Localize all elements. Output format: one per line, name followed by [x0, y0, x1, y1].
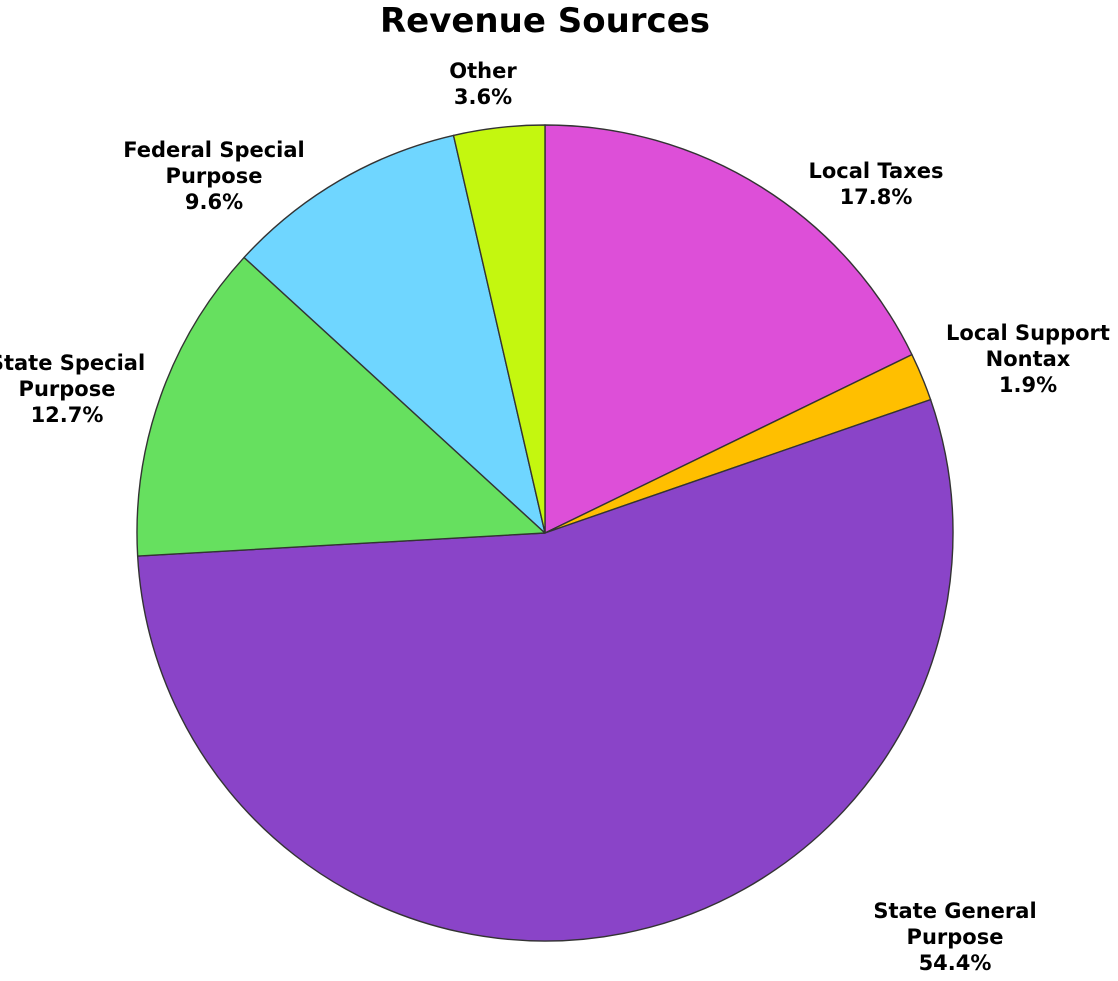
- slice-value: 1.9%: [999, 373, 1057, 397]
- slice-name: Purpose: [19, 377, 116, 401]
- slice-label: State Special Purpose 12.7%: [0, 351, 145, 427]
- slice-name: Local Taxes: [808, 159, 943, 183]
- slice-value: 9.6%: [185, 190, 243, 214]
- pie-slice: [452, 124, 546, 534]
- slice-name: Purpose: [907, 925, 1004, 949]
- slice-name: State General: [873, 899, 1036, 923]
- slice-labels: Local Taxes 17.8% Local Support Nontax 1.9% S…: [0, 59, 1110, 975]
- slice-label: Federal Special Purpose 9.6%: [123, 138, 304, 214]
- pie-slice: [243, 134, 546, 534]
- slice-name: Local Support: [946, 321, 1110, 345]
- slice-value: 54.4%: [919, 951, 992, 975]
- slice-value: 3.6%: [454, 85, 512, 109]
- slice-label: Local Support Nontax 1.9%: [946, 321, 1110, 397]
- slice-value: 12.7%: [31, 403, 104, 427]
- slice-value: 17.8%: [840, 185, 913, 209]
- slice-label: State General Purpose 54.4%: [873, 899, 1036, 975]
- pie-slice: [136, 256, 546, 557]
- slice-label: Other 3.6%: [449, 59, 517, 109]
- pie-slice: [544, 124, 913, 534]
- slice-name: Purpose: [166, 164, 263, 188]
- slice-name: Other: [449, 59, 517, 83]
- slice-label: Local Taxes 17.8%: [808, 159, 943, 209]
- pie-slices: [136, 124, 954, 942]
- slice-name: State Special: [0, 351, 145, 375]
- slice-name: Nontax: [986, 347, 1071, 371]
- pie-slice: [136, 398, 954, 942]
- slice-name: Federal Special: [123, 138, 304, 162]
- chart-title: Revenue Sources: [380, 1, 710, 41]
